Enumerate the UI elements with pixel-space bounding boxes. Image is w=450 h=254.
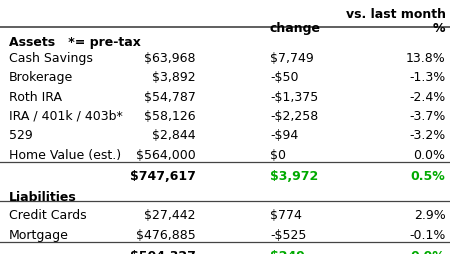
- Text: $747,617: $747,617: [130, 170, 196, 183]
- Text: -3.2%: -3.2%: [409, 129, 446, 142]
- Text: $7,749: $7,749: [270, 52, 314, 65]
- Text: $0: $0: [270, 148, 286, 161]
- Text: $2,844: $2,844: [152, 129, 196, 142]
- Text: -$2,258: -$2,258: [270, 109, 318, 122]
- Text: $3,892: $3,892: [152, 71, 196, 84]
- Text: $564,000: $564,000: [136, 148, 196, 161]
- Text: IRA / 401k / 403b*: IRA / 401k / 403b*: [9, 109, 123, 122]
- Text: $774: $774: [270, 209, 302, 221]
- Text: vs. last month: vs. last month: [346, 8, 446, 21]
- Text: Roth IRA: Roth IRA: [9, 90, 62, 103]
- Text: Brokerage: Brokerage: [9, 71, 73, 84]
- Text: $63,968: $63,968: [144, 52, 196, 65]
- Text: 0.0%: 0.0%: [411, 249, 446, 254]
- Text: $3,972: $3,972: [270, 170, 318, 183]
- Text: 13.8%: 13.8%: [406, 52, 446, 65]
- Text: 529: 529: [9, 129, 33, 142]
- Text: Cash Savings: Cash Savings: [9, 52, 93, 65]
- Text: Mortgage: Mortgage: [9, 228, 69, 241]
- Text: -$94: -$94: [270, 129, 298, 142]
- Text: -$50: -$50: [270, 71, 298, 84]
- Text: $27,442: $27,442: [144, 209, 196, 221]
- Text: -3.7%: -3.7%: [409, 109, 446, 122]
- Text: 0.5%: 0.5%: [411, 170, 446, 183]
- Text: $249: $249: [270, 249, 305, 254]
- Text: Liabilities: Liabilities: [9, 190, 77, 203]
- Text: $476,885: $476,885: [136, 228, 196, 241]
- Text: 0.0%: 0.0%: [414, 148, 446, 161]
- Text: -$525: -$525: [270, 228, 306, 241]
- Text: Home Value (est.): Home Value (est.): [9, 148, 121, 161]
- Text: $58,126: $58,126: [144, 109, 196, 122]
- Text: %: %: [433, 22, 446, 35]
- Text: change: change: [270, 22, 321, 35]
- Text: Credit Cards: Credit Cards: [9, 209, 86, 221]
- Text: -0.1%: -0.1%: [409, 228, 446, 241]
- Text: -1.3%: -1.3%: [409, 71, 446, 84]
- Text: Assets   *= pre-tax: Assets *= pre-tax: [9, 36, 141, 49]
- Text: -$1,375: -$1,375: [270, 90, 318, 103]
- Text: $504,327: $504,327: [130, 249, 196, 254]
- Text: -2.4%: -2.4%: [409, 90, 446, 103]
- Text: 2.9%: 2.9%: [414, 209, 446, 221]
- Text: $54,787: $54,787: [144, 90, 196, 103]
